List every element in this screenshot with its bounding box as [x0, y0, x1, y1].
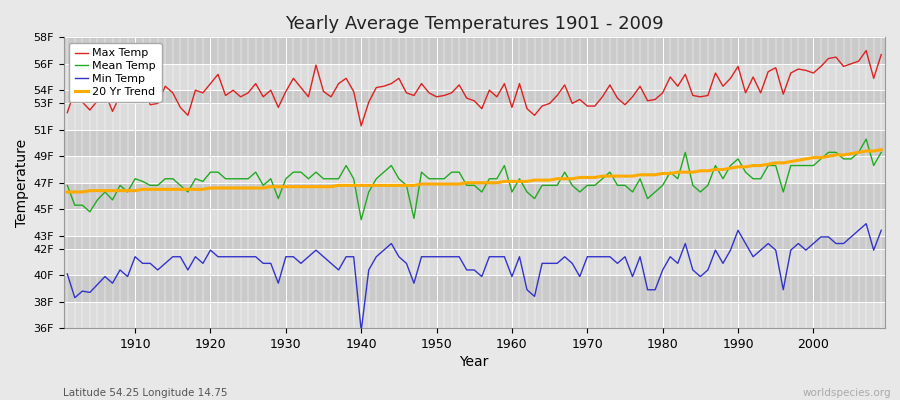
X-axis label: Year: Year [460, 355, 489, 369]
20 Yr Trend [288, 184, 299, 189]
20 Yr Trend [507, 179, 517, 184]
Text: worldspecies.org: worldspecies.org [803, 388, 891, 398]
20 Yr Trend [597, 174, 608, 178]
20 Yr Trend [62, 190, 73, 194]
Min Temp [860, 221, 871, 226]
Min Temp [356, 328, 366, 333]
Mean Temp [876, 150, 886, 155]
Line: 20 Yr Trend: 20 Yr Trend [68, 150, 881, 192]
Max Temp [507, 105, 517, 110]
Mean Temp [122, 190, 133, 194]
Min Temp [514, 254, 525, 259]
Bar [64, 37, 885, 64]
Max Temp [288, 76, 299, 81]
Min Temp [288, 254, 299, 259]
Min Temp [333, 268, 344, 272]
Line: Mean Temp: Mean Temp [68, 139, 881, 220]
Line: Max Temp: Max Temp [68, 50, 881, 126]
Mean Temp [356, 217, 366, 222]
Bar [64, 236, 885, 249]
Bar [64, 64, 885, 90]
Max Temp [514, 81, 525, 86]
Max Temp [122, 100, 133, 104]
20 Yr Trend [333, 183, 344, 188]
Bar [64, 130, 885, 156]
Min Temp [62, 272, 73, 276]
Max Temp [605, 82, 616, 87]
Max Temp [876, 52, 886, 57]
Bar [64, 275, 885, 302]
20 Yr Trend [876, 147, 886, 152]
Mean Temp [62, 183, 73, 188]
Min Temp [876, 228, 886, 233]
20 Yr Trend [122, 188, 133, 193]
Y-axis label: Temperature: Temperature [15, 139, 29, 227]
Min Temp [122, 274, 133, 279]
Min Temp [605, 254, 616, 259]
Mean Temp [288, 170, 299, 174]
Mean Temp [860, 137, 871, 142]
Legend: Max Temp, Mean Temp, Min Temp, 20 Yr Trend: Max Temp, Mean Temp, Min Temp, 20 Yr Tre… [69, 43, 162, 102]
Text: Latitude 54.25 Longitude 14.75: Latitude 54.25 Longitude 14.75 [63, 388, 228, 398]
Max Temp [333, 81, 344, 86]
Max Temp [62, 110, 73, 115]
Mean Temp [605, 170, 616, 174]
Bar [64, 249, 885, 275]
Bar [64, 156, 885, 183]
Line: Min Temp: Min Temp [68, 224, 881, 331]
20 Yr Trend [499, 179, 509, 184]
Bar [64, 90, 885, 104]
Mean Temp [514, 176, 525, 181]
Title: Yearly Average Temperatures 1901 - 2009: Yearly Average Temperatures 1901 - 2009 [285, 15, 663, 33]
Max Temp [356, 124, 366, 128]
Mean Temp [333, 176, 344, 181]
Bar [64, 302, 885, 328]
Bar [64, 209, 885, 236]
Mean Temp [507, 190, 517, 194]
Max Temp [860, 48, 871, 53]
Bar [64, 183, 885, 209]
Bar [64, 104, 885, 130]
Min Temp [507, 274, 517, 279]
